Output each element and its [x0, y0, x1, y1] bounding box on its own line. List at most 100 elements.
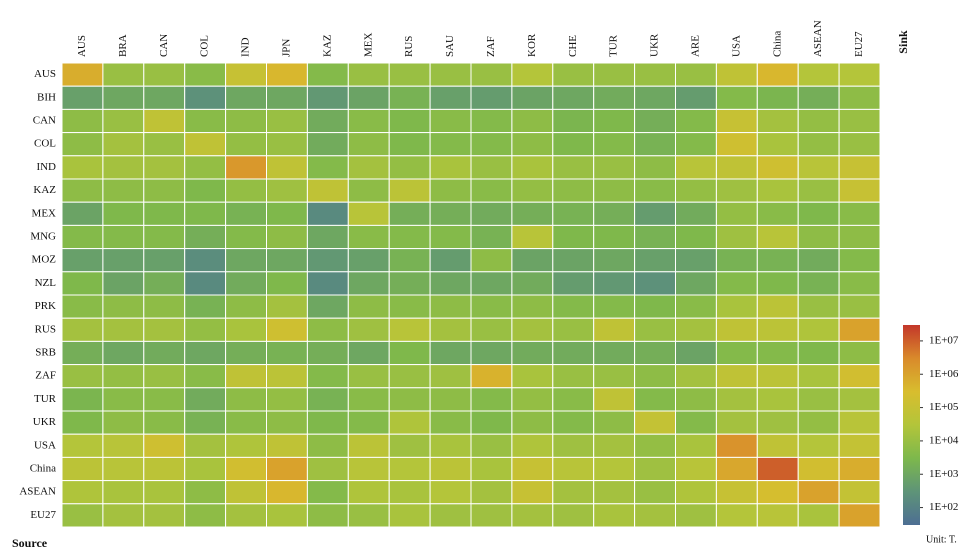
- heatmap-cell: [347, 317, 390, 342]
- heatmap-cell: [306, 503, 349, 528]
- heatmap-cell: [838, 155, 881, 180]
- y-tick-label: KAZ: [33, 184, 56, 196]
- heatmap-cell: [102, 85, 145, 110]
- heatmap-cell: [102, 387, 145, 412]
- heatmap-cell: [61, 433, 104, 458]
- heatmap-cell: [797, 340, 840, 366]
- heatmap-cell: [225, 62, 268, 87]
- heatmap-cell: [225, 108, 268, 134]
- heatmap-cell: [429, 62, 472, 87]
- heatmap-cell: [306, 433, 349, 458]
- heatmap-cell: [552, 480, 595, 505]
- heatmap-cell: [634, 224, 676, 250]
- heatmap-cell: [552, 340, 595, 366]
- heatmap-cell: [184, 155, 227, 180]
- heatmap-cell: [306, 364, 349, 389]
- heatmap-cell: [715, 340, 758, 366]
- heatmap-cell: [388, 224, 431, 250]
- heatmap-cell: [266, 456, 308, 482]
- heatmap-cell: [511, 456, 554, 482]
- heatmap-cell: [225, 364, 268, 389]
- heatmap-cell: [143, 224, 186, 250]
- heatmap-cell: [347, 480, 390, 505]
- heatmap-cell: [143, 364, 186, 389]
- heatmap-cell: [61, 317, 104, 342]
- heatmap-cell: [306, 271, 349, 296]
- heatmap-cell: [266, 433, 308, 458]
- y-tick-label: ZAF: [35, 370, 56, 382]
- heatmap-cell: [388, 410, 431, 435]
- heatmap-cell: [634, 294, 676, 319]
- heatmap-cell: [184, 503, 227, 528]
- heatmap-cell: [675, 248, 717, 273]
- heatmap-cell: [552, 178, 595, 203]
- heatmap-cell: [756, 317, 799, 342]
- heatmap-cell: [797, 294, 840, 319]
- heatmap-cell: [593, 294, 636, 319]
- heatmap-cell: [184, 294, 227, 319]
- heatmap-cell: [552, 248, 595, 273]
- colorbar-tick-label: 1E+04: [929, 434, 959, 446]
- heatmap-cell: [347, 410, 390, 435]
- heatmap-cell: [511, 271, 554, 296]
- heatmap-cell: [61, 271, 104, 296]
- heatmap-cell: [429, 433, 472, 458]
- x-tick-label: CAN: [158, 34, 170, 57]
- heatmap-cell: [184, 62, 227, 87]
- heatmap-cell: [184, 178, 227, 203]
- heatmap-cell: [266, 364, 308, 389]
- heatmap-cell: [797, 387, 840, 412]
- heatmap-cell: [552, 155, 595, 180]
- heatmap-cell: [634, 155, 676, 180]
- heatmap-cell: [675, 178, 717, 203]
- heatmap-cell: [184, 387, 227, 412]
- heatmap-cell: [756, 456, 799, 482]
- heatmap-cell: [715, 201, 758, 226]
- x-tick-label: MEX: [362, 33, 374, 58]
- heatmap-cell: [470, 178, 513, 203]
- heatmap-cell: [184, 480, 227, 505]
- x-tick-label: TUR: [608, 34, 620, 57]
- heatmap-cell: [184, 224, 227, 250]
- heatmap-cell: [266, 480, 308, 505]
- heatmap-cell: [306, 480, 349, 505]
- heatmap-cell: [429, 271, 472, 296]
- heatmap-cell: [756, 271, 799, 296]
- heatmap-cell: [838, 108, 881, 134]
- heatmap-cell: [675, 294, 717, 319]
- heatmap-cell: [143, 433, 186, 458]
- heatmap-cell: [470, 456, 513, 482]
- heatmap-cell: [756, 480, 799, 505]
- heatmap-cell: [388, 294, 431, 319]
- heatmap-cell: [756, 364, 799, 389]
- heatmap-cell: [61, 62, 104, 87]
- heatmap-cell: [675, 271, 717, 296]
- heatmap-cell: [552, 294, 595, 319]
- y-tick-label: CAN: [33, 115, 56, 127]
- heatmap-cell: [511, 480, 554, 505]
- heatmap-cell: [470, 108, 513, 134]
- heatmap-cell: [756, 108, 799, 134]
- colorbar-tick-label: 1E+05: [929, 401, 959, 413]
- heatmap-cell: [797, 108, 840, 134]
- heatmap-cell: [102, 340, 145, 366]
- heatmap-cell: [593, 271, 636, 296]
- colorbar: [903, 325, 920, 525]
- heatmap-cell: [593, 364, 636, 389]
- heatmap-cell: [593, 155, 636, 180]
- heatmap-cell: [552, 132, 595, 157]
- heatmap-cell: [225, 85, 268, 110]
- heatmap-cell: [102, 433, 145, 458]
- heatmap-cell: [306, 340, 349, 366]
- heatmap-cell: [552, 224, 595, 250]
- heatmap-cell: [675, 387, 717, 412]
- heatmap-cell: [552, 317, 595, 342]
- heatmap-cell: [184, 410, 227, 435]
- heatmap-cell: [511, 178, 554, 203]
- heatmap-cell: [634, 248, 676, 273]
- heatmap-cell: [429, 410, 472, 435]
- heatmap-cell: [511, 387, 554, 412]
- heatmap-cell: [429, 387, 472, 412]
- heatmap-cell: [306, 410, 349, 435]
- heatmap-cell: [470, 410, 513, 435]
